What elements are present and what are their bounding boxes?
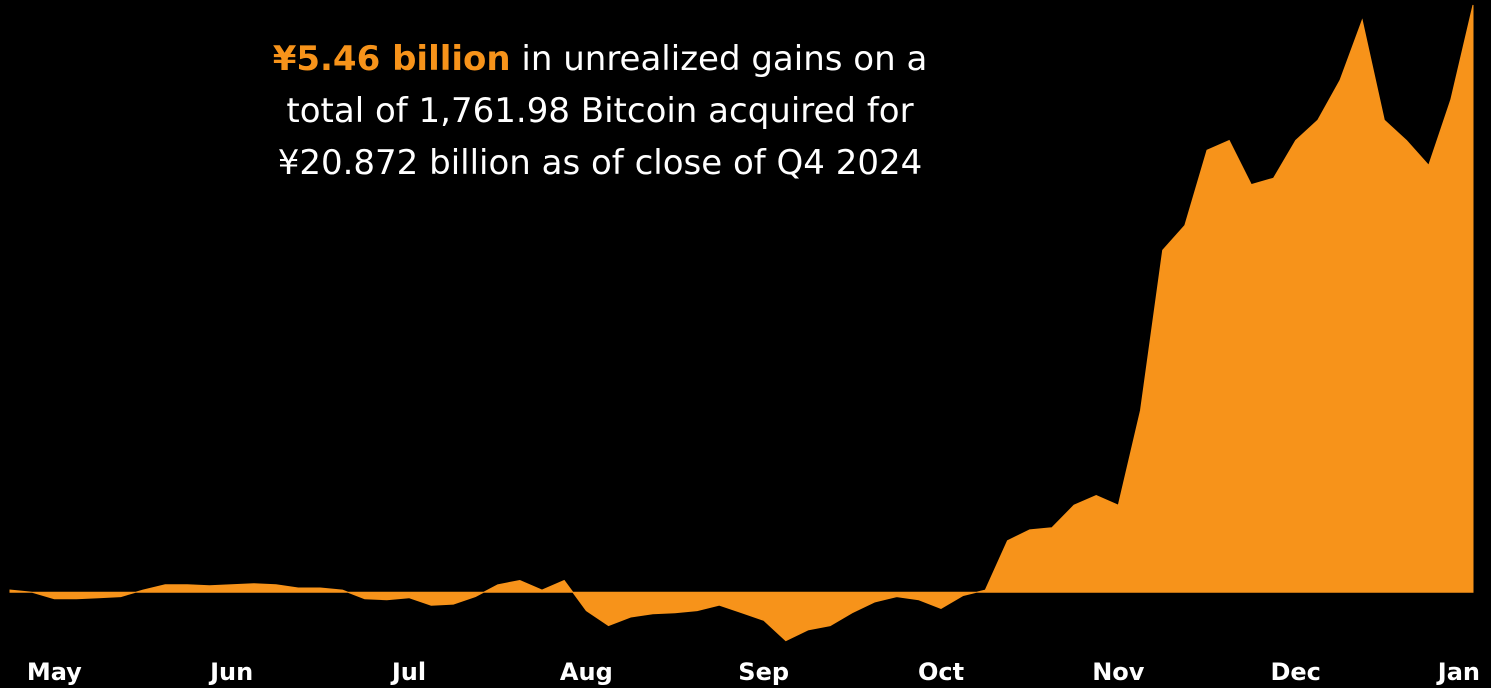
title-line: total of 1,761.98 Bitcoin acquired for <box>286 91 913 131</box>
x-tick-label: Dec <box>1270 658 1320 686</box>
x-tick-label: Jan <box>1436 658 1480 686</box>
title-line: in unrealized gains on a <box>511 39 928 79</box>
x-tick-label: Jul <box>390 658 426 686</box>
chart-title: ¥5.46 billion in unrealized gains on a <box>273 39 928 79</box>
title-line: ¥20.872 billion as of close of Q4 2024 <box>278 143 923 183</box>
x-tick-label: Nov <box>1092 658 1145 686</box>
area <box>9 4 1474 642</box>
x-tick-label: Aug <box>560 658 613 686</box>
title-highlight: ¥5.46 billion <box>273 39 511 79</box>
x-tick-label: Oct <box>918 658 964 686</box>
x-tick-label: Sep <box>738 658 789 686</box>
x-tick-label: May <box>27 658 82 686</box>
x-tick-label: Jun <box>208 658 253 686</box>
